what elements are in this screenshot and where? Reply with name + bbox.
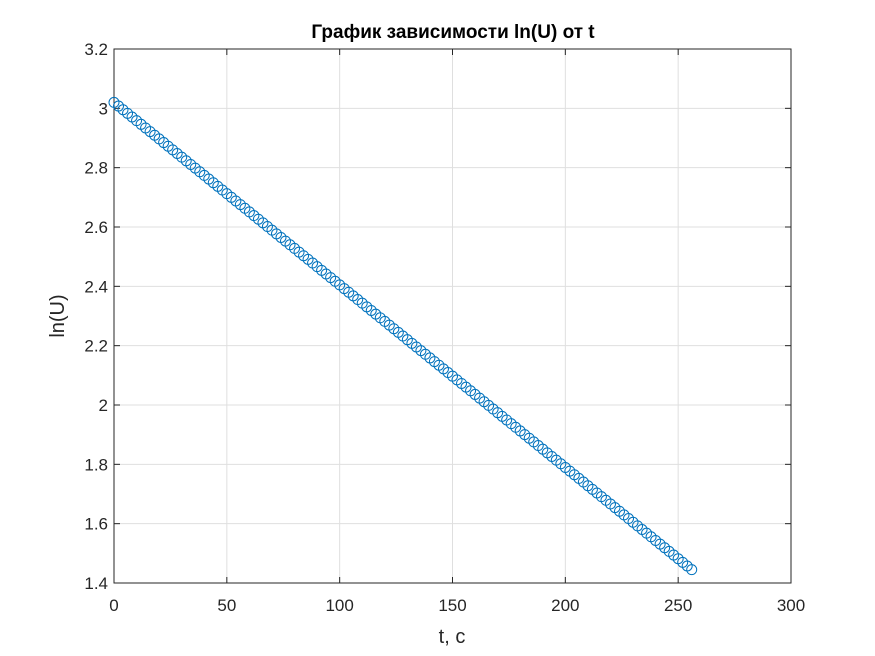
y-tick-label: 3 [99,99,108,118]
x-tick-label: 100 [325,596,353,615]
chart-title: График зависимости ln(U) от t [311,22,595,43]
y-tick-label: 2 [99,396,108,415]
x-tick-label: 250 [664,596,692,615]
y-tick-label: 2.4 [84,277,108,296]
y-tick-label: 2.6 [84,218,108,237]
x-tick-label: 300 [777,596,805,615]
x-tick-label: 200 [551,596,579,615]
y-tick-label: 2.2 [84,337,108,356]
grid-layer [113,48,792,584]
data-point [686,564,698,576]
x-tick-label: 150 [438,596,466,615]
y-tick-label: 1.4 [84,574,108,593]
y-tick-label: 2.8 [84,159,108,178]
y-tick-label: 1.6 [84,515,108,534]
x-axis-title: t, c [439,626,466,648]
data-points [108,96,698,576]
y-tick-label: 3.2 [84,40,108,59]
y-tick-label: 1.8 [84,455,108,474]
x-tick-label: 0 [109,596,118,615]
tick-layer: 0 50 100 150 200 250 300 1.4 1.6 1.8 2 2.2 2.4 2.6 2.8… [84,40,805,615]
y-axis-title: ln(U) [47,294,69,337]
x-tick-label: 50 [217,596,236,615]
